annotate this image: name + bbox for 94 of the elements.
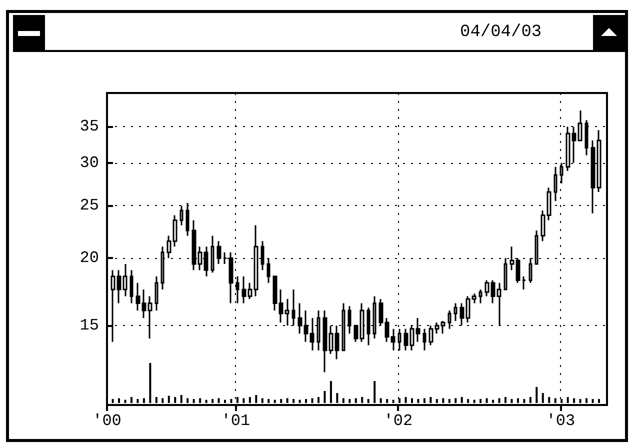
bar: [467, 399, 470, 403]
text: 04/04/03: [460, 23, 542, 42]
bar: [330, 381, 332, 403]
candlestick: [216, 240, 222, 265]
bar: [261, 398, 264, 403]
bar: [454, 398, 457, 403]
bar: [168, 396, 170, 403]
bar: [248, 397, 251, 403]
bar: [199, 398, 202, 403]
bar: [417, 399, 420, 403]
bar: [448, 399, 450, 403]
bar: [124, 400, 126, 403]
bar: [118, 398, 120, 403]
candlestick: [478, 288, 482, 304]
bar: [598, 399, 600, 403]
bar: [280, 399, 282, 403]
bar: [155, 397, 158, 403]
bar: [274, 400, 276, 403]
bar: [212, 399, 214, 403]
bar: [510, 399, 513, 403]
bar: [516, 398, 519, 403]
bar: [430, 397, 432, 403]
bar: [224, 400, 226, 403]
bar: [342, 398, 344, 403]
bar: [392, 400, 394, 403]
bar: [586, 398, 588, 403]
bar: [548, 397, 550, 403]
candlestick: [522, 276, 526, 290]
candlestick: [422, 328, 426, 352]
bar: [492, 400, 494, 403]
y-tick-label: 30: [80, 154, 99, 172]
bar: [286, 398, 288, 403]
bar: [174, 397, 176, 403]
bar: [529, 397, 532, 403]
bar: [142, 398, 145, 403]
bar: [554, 398, 556, 403]
bar: [423, 398, 426, 403]
bar: [573, 398, 576, 403]
bar: [317, 397, 320, 403]
bar: [149, 363, 152, 403]
candlestick: [130, 269, 134, 304]
bar: [361, 397, 364, 403]
bar: [410, 398, 413, 403]
bar: [386, 399, 388, 403]
bar: [536, 387, 538, 403]
bar: [180, 395, 182, 403]
x-tick-label: '02: [384, 412, 413, 430]
y-tick-label: 15: [80, 316, 99, 335]
bar: [542, 393, 544, 403]
bar: [130, 397, 132, 403]
bar: [348, 399, 351, 403]
bar: [380, 398, 382, 403]
bar: [192, 399, 195, 403]
bar: [268, 399, 270, 403]
bar: [242, 398, 245, 403]
bar: [298, 400, 301, 403]
bar: [473, 400, 476, 403]
bar: [404, 397, 407, 403]
bar: [374, 381, 376, 403]
candlestick: [154, 276, 158, 312]
candlestick: [454, 302, 458, 322]
y-tick-label: 25: [80, 196, 99, 215]
x-tick-label: '00: [92, 412, 122, 430]
bar: [162, 398, 164, 403]
bar: [566, 397, 569, 403]
bar: [305, 399, 308, 403]
bar: [292, 399, 295, 403]
bar: [205, 400, 208, 403]
bar: [486, 398, 488, 403]
bar: [579, 399, 582, 403]
bar: [367, 399, 370, 403]
y-tick-label: 20: [80, 249, 99, 268]
bar: [311, 398, 314, 403]
bar: [480, 399, 482, 403]
bar: [112, 399, 114, 403]
bar: [230, 399, 232, 403]
bar: [504, 397, 506, 403]
bar: [354, 398, 357, 403]
y-tick-label: 35: [80, 118, 99, 136]
bar: [523, 399, 526, 403]
bar: [498, 398, 500, 403]
bar: [324, 391, 326, 403]
x-tick-label: '01: [221, 412, 250, 430]
x-tick-label: '03: [546, 412, 576, 430]
bar: [136, 399, 139, 403]
bar: [460, 397, 463, 403]
bar: [436, 399, 438, 403]
bar: [186, 398, 189, 403]
candlestick: [554, 166, 558, 202]
bar: [592, 399, 594, 403]
bar: [336, 393, 338, 403]
bar: [218, 398, 220, 403]
candlestick: [210, 234, 214, 274]
bar: [442, 398, 444, 403]
